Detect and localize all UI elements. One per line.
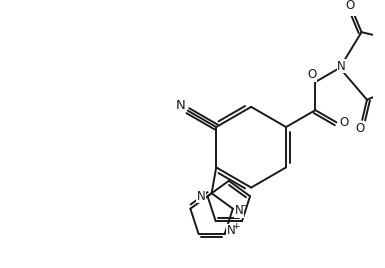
- Text: O: O: [356, 122, 365, 135]
- Text: N: N: [227, 224, 235, 237]
- Text: O: O: [339, 116, 348, 129]
- Text: O: O: [307, 68, 316, 81]
- Text: N: N: [197, 190, 206, 203]
- Text: N: N: [176, 99, 185, 113]
- Text: +: +: [232, 222, 240, 231]
- Text: −: −: [240, 200, 248, 210]
- Text: N: N: [337, 59, 346, 73]
- Text: N: N: [235, 204, 244, 217]
- Text: O: O: [346, 0, 355, 12]
